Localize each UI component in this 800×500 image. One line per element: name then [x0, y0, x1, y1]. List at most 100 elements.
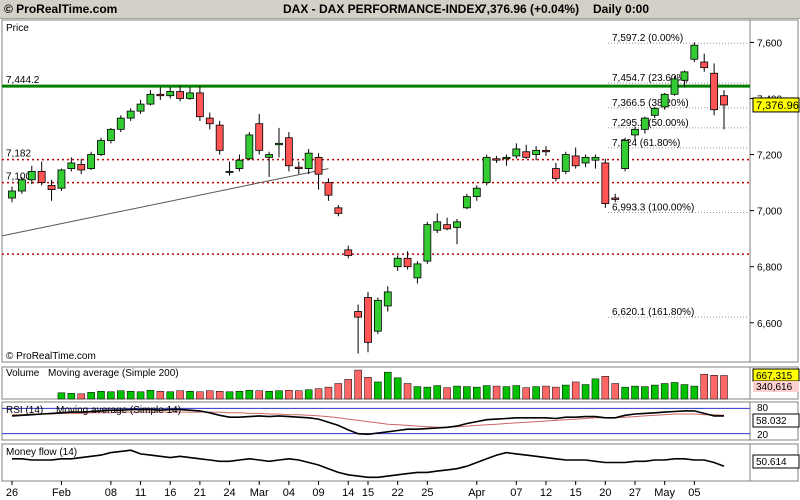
candle-body	[611, 197, 620, 200]
volume-avg-box	[753, 381, 799, 392]
volume-bar	[690, 385, 699, 400]
x-tick-label: 14	[342, 487, 354, 499]
x-tick-label: Feb	[52, 487, 71, 499]
volume-last-label: 667,315	[756, 371, 793, 382]
volume-bar	[502, 386, 511, 400]
candle	[631, 126, 639, 140]
x-tick-label: 11	[135, 487, 146, 499]
x-axis: 26 Feb 08 11 16 21 24 Mar 04 09 14 15 22 25 Apr 07 12 15 2…	[6, 481, 700, 499]
volume-bar	[285, 389, 293, 400]
candle	[324, 178, 333, 201]
volume-bar	[552, 386, 560, 400]
x-tick-label: 15	[362, 487, 374, 499]
candle	[670, 76, 679, 96]
candle-body	[591, 156, 600, 161]
volume-bar	[215, 391, 224, 400]
volume-bar	[384, 371, 392, 400]
candle	[423, 221, 432, 264]
volume-bar	[641, 386, 649, 400]
volume-title: Volume	[6, 368, 40, 379]
volume-bar	[206, 390, 214, 400]
candle-body	[324, 182, 333, 196]
candle-body	[294, 166, 303, 169]
candle	[512, 143, 521, 159]
candle-body	[176, 91, 185, 99]
volume-bar	[492, 385, 501, 400]
rsi-tick-label: 80	[757, 403, 769, 414]
volume-bar	[364, 377, 372, 400]
candle	[156, 87, 165, 100]
candle	[97, 137, 105, 156]
candle-body	[235, 159, 244, 169]
x-tick-label: 12	[540, 487, 552, 499]
volume-panel[interactable]: Volume Moving average (Simple 200) 667,315…	[6, 368, 800, 400]
candle	[393, 255, 402, 271]
rsi-panel[interactable]: RSI (14) Moving average (Simple 14) 80 20 58…	[2, 403, 800, 441]
candle	[166, 87, 175, 99]
candle	[255, 113, 264, 155]
x-tick-label: Apr	[468, 487, 485, 499]
volume-bar	[126, 391, 135, 400]
x-tick-label: Mar	[250, 487, 269, 499]
candle-body	[166, 91, 175, 97]
candle-body	[77, 163, 86, 171]
candle-body	[631, 128, 639, 136]
candle-body	[275, 142, 283, 146]
volume-bar	[225, 391, 234, 400]
volume-bar	[532, 386, 540, 400]
volume-bar	[423, 386, 432, 400]
site-credit[interactable]: © ProRealTime.com	[4, 2, 118, 16]
candle	[700, 53, 709, 72]
volume-bar	[403, 383, 412, 400]
volume-bar	[87, 392, 95, 400]
rsi-ma-label: Moving average (Simple 14)	[56, 405, 181, 416]
candle	[176, 85, 185, 102]
candle	[581, 154, 590, 168]
volume-bar	[97, 391, 105, 400]
volume-bar	[67, 393, 76, 400]
volume-bar	[265, 391, 273, 400]
volume-bar	[670, 382, 679, 400]
candle	[37, 161, 46, 186]
volume-bar	[186, 391, 194, 400]
money-flow-frame	[1, 443, 799, 482]
candle-body	[126, 110, 135, 119]
candle-body	[364, 297, 372, 343]
volume-bar	[463, 386, 471, 400]
candle	[195, 85, 204, 121]
candle-body	[502, 156, 511, 160]
candle-body	[492, 158, 501, 161]
candle	[532, 146, 541, 161]
volume-bar	[334, 383, 343, 400]
candle-body	[680, 71, 689, 81]
candle-body	[67, 162, 76, 169]
candle	[265, 151, 274, 177]
volume-bar	[136, 391, 145, 400]
candle	[443, 217, 452, 231]
candle-body	[136, 103, 145, 112]
volume-bar	[146, 389, 155, 400]
candle-body	[660, 93, 669, 108]
volume-bar	[245, 389, 254, 400]
y-tick-label: 6,600	[757, 319, 782, 330]
candle	[660, 92, 669, 110]
volume-bar	[631, 385, 639, 400]
fibonacci-label: 7,366.5 (38.20%)	[612, 98, 689, 109]
volume-bar	[176, 390, 184, 400]
candle-body	[373, 299, 382, 332]
fibonacci-label: 7,597.2 (0.00%)	[612, 33, 683, 44]
volume-bar	[107, 391, 115, 400]
candle-body	[27, 170, 36, 181]
money-flow-panel[interactable]: Money flow (14) 50.614	[6, 447, 800, 479]
volume-bar	[156, 391, 165, 400]
candle	[284, 132, 293, 172]
money-flow-title: Money flow (14)	[6, 447, 77, 458]
volume-bar	[57, 392, 66, 400]
timeframe[interactable]: Daily 0:00	[593, 2, 650, 16]
candle-body	[37, 170, 46, 183]
rsi-title: RSI (14)	[6, 405, 43, 416]
candle	[314, 153, 323, 190]
candle-body	[393, 257, 402, 268]
price-panel[interactable]: Price6,6006,8007,0007,2007,4007,6007,444…	[1, 23, 800, 362]
last-price-box	[752, 97, 800, 113]
